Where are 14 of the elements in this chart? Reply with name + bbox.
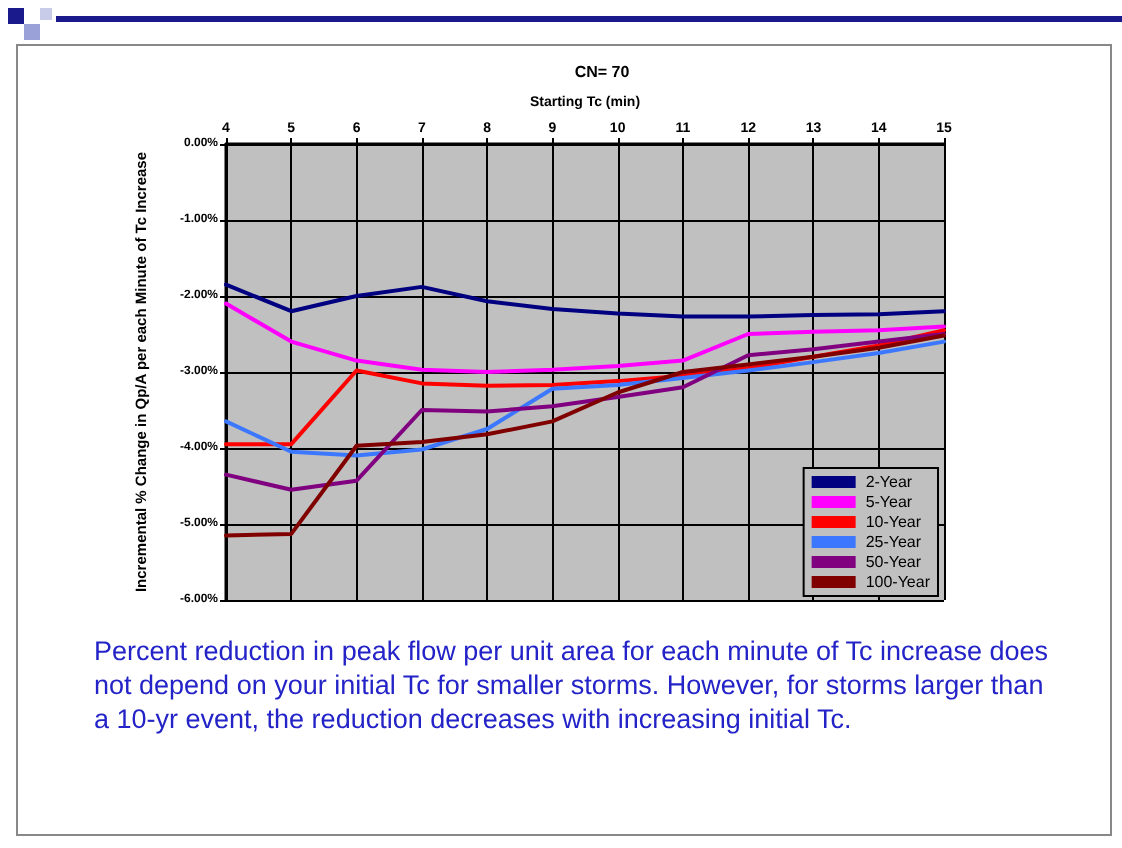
line-series <box>224 333 946 538</box>
legend-label: 10-Year <box>865 513 922 531</box>
legend-label: 25-Year <box>865 533 922 551</box>
line-series <box>224 282 946 319</box>
legend-label: 50-Year <box>865 553 922 571</box>
legend-label: 100-Year <box>865 573 931 591</box>
line-series <box>224 332 946 492</box>
legend-label: 5-Year <box>865 493 913 511</box>
line-series <box>224 301 946 374</box>
text: Percent reduction in peak flow per unit area for each minute of Tc increase does not depend on your initial Tc for smaller storms. However, for storms larger than a 10-yr event, the reduction decreases with increasing initial Tc. <box>94 634 1051 736</box>
line-series <box>224 328 946 447</box>
legend-label: 2-Year <box>865 473 913 491</box>
chart-title: CN= 70 <box>574 63 631 81</box>
line-series <box>224 339 946 458</box>
